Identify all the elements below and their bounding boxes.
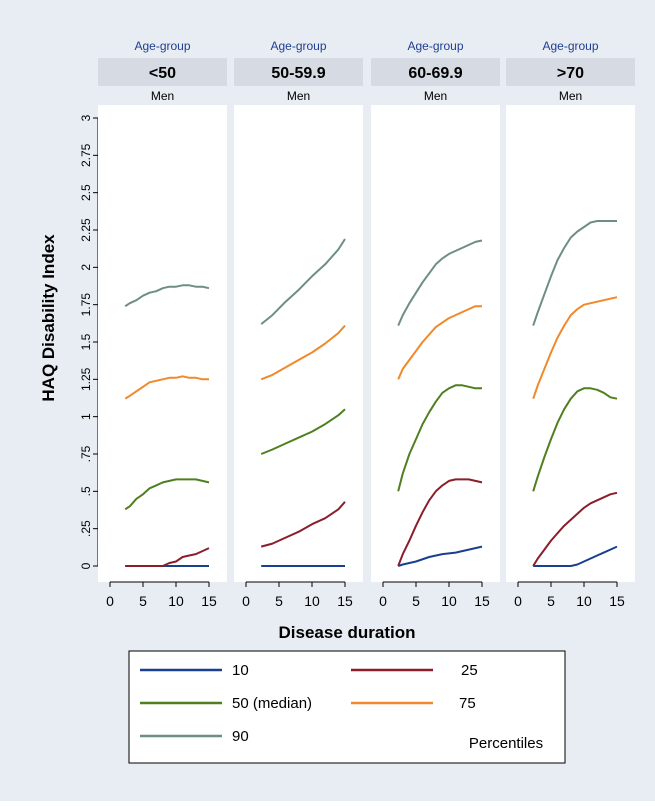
series-line-75: [124, 375, 209, 400]
x-tick-label: 0: [106, 593, 114, 609]
facet-header-label: Age-group: [407, 39, 463, 53]
facet-header-box: [371, 58, 500, 86]
x-axis: 0 5 10 15: [106, 581, 217, 609]
legend-label: 50 (median): [232, 695, 312, 712]
panel-70: Age-group >70 Men 0 5 10 15: [506, 39, 635, 609]
series-line-75: [260, 324, 346, 381]
legend-item-90: 90: [140, 728, 249, 745]
x-tick-label: 5: [412, 593, 420, 609]
x-tick-label: 10: [168, 593, 184, 609]
x-tick-label: 10: [304, 593, 320, 609]
legend: 10 25 50 (median) 75 90 Percentiles: [128, 650, 566, 764]
y-tick-label: .25: [79, 520, 93, 537]
x-tick-label: 0: [242, 593, 250, 609]
y-tick-label: 2: [79, 264, 93, 271]
x-axis-label: Disease duration: [279, 623, 416, 642]
y-tick-label: 3: [79, 114, 93, 121]
series-line-50-median: [397, 384, 482, 492]
series-line-25: [532, 491, 618, 567]
legend-title: Percentiles: [469, 735, 543, 752]
facet-header-label: Age-group: [542, 39, 598, 53]
legend-label: 10: [232, 662, 249, 679]
series-line-25: [397, 478, 483, 567]
y-tick-label: 2.25: [79, 218, 93, 242]
facet-sex-label: Men: [287, 89, 310, 103]
series-line-50-median: [260, 408, 346, 455]
series-line-25: [260, 501, 346, 548]
y-tick-label: 2.75: [79, 143, 93, 167]
x-tick-label: 5: [547, 593, 555, 609]
y-tick-label: .75: [79, 445, 93, 462]
y-tick-label: 1.5: [79, 333, 93, 350]
legend-label: 25: [461, 662, 478, 679]
series-line-90: [124, 284, 210, 308]
x-tick-label: 0: [379, 593, 387, 609]
x-axis: 0 5 10 15: [514, 581, 625, 609]
series-line-90: [397, 239, 483, 327]
x-tick-label: 15: [474, 593, 490, 609]
panel-60-69-9: Age-group 60-69.9 Men 0 5 10 15: [371, 39, 500, 609]
plot-area: [371, 105, 500, 582]
x-tick-label: 10: [441, 593, 457, 609]
series-line-75: [397, 305, 482, 380]
plot-area: [234, 105, 363, 582]
series-line-90: [532, 220, 617, 326]
series-line-50-median: [124, 478, 210, 511]
facet-group-label: <50: [149, 65, 176, 82]
series-line-50-median: [532, 387, 618, 492]
legend-item-50-median: 50 (median): [140, 695, 312, 712]
panel-50-59-9: Age-group 50-59.9 Men 0 5 10 15: [234, 39, 363, 609]
y-tick-label: 0: [79, 562, 93, 569]
legend-label: 75: [459, 695, 476, 712]
legend-item-75: 75: [351, 695, 476, 712]
facet-header-box: [506, 58, 635, 86]
facet-group-label: >70: [557, 65, 584, 82]
x-tick-label: 5: [139, 593, 147, 609]
y-tick-label: 1.25: [79, 367, 93, 391]
x-tick-label: 15: [337, 593, 353, 609]
x-tick-label: 15: [609, 593, 625, 609]
x-axis: 0 5 10 15: [379, 581, 490, 609]
x-tick-label: 10: [576, 593, 592, 609]
series-line-90: [260, 238, 346, 325]
y-axis-label: HAQ Disability Index: [39, 234, 58, 402]
facet-sex-label: Men: [151, 89, 174, 103]
series-line-10: [397, 545, 483, 567]
facet-header-label: Age-group: [270, 39, 326, 53]
legend-label: 90: [232, 728, 249, 745]
y-tick-label: 1.75: [79, 293, 93, 317]
x-tick-label: 5: [275, 593, 283, 609]
facet-group-label: 60-69.9: [408, 65, 462, 82]
facet-header-box: [234, 58, 363, 86]
y-tick-label: .5: [79, 486, 93, 496]
x-tick-label: 0: [514, 593, 522, 609]
series-line-10: [533, 545, 618, 567]
y-tick-label: 1: [79, 413, 93, 420]
facet-sex-label: Men: [424, 89, 447, 103]
facet-header-box: [98, 58, 227, 86]
legend-item-25: 25: [351, 662, 478, 679]
facet-header-label: Age-group: [134, 39, 190, 53]
panel-50: Age-group <50 Men 0 5 10 15: [98, 39, 227, 609]
y-tick-label: 2.5: [79, 184, 93, 201]
legend-item-10: 10: [140, 662, 249, 679]
plot-area: [506, 105, 635, 582]
legend-entries: 10 25 50 (median) 75 90: [140, 662, 478, 745]
plot-area: [98, 105, 227, 582]
facet-group-label: 50-59.9: [271, 65, 325, 82]
x-tick-label: 15: [201, 593, 217, 609]
facet-sex-label: Men: [559, 89, 582, 103]
series-line-25: [125, 547, 210, 567]
series-line-75: [532, 296, 618, 400]
facet-panels: 0 .25 .5 .75 1 1.25 1.5 1.75 2 2.25 2.5 2.75 3 Age-gr…: [79, 39, 635, 609]
x-axis: 0 5 10 15: [242, 581, 353, 609]
